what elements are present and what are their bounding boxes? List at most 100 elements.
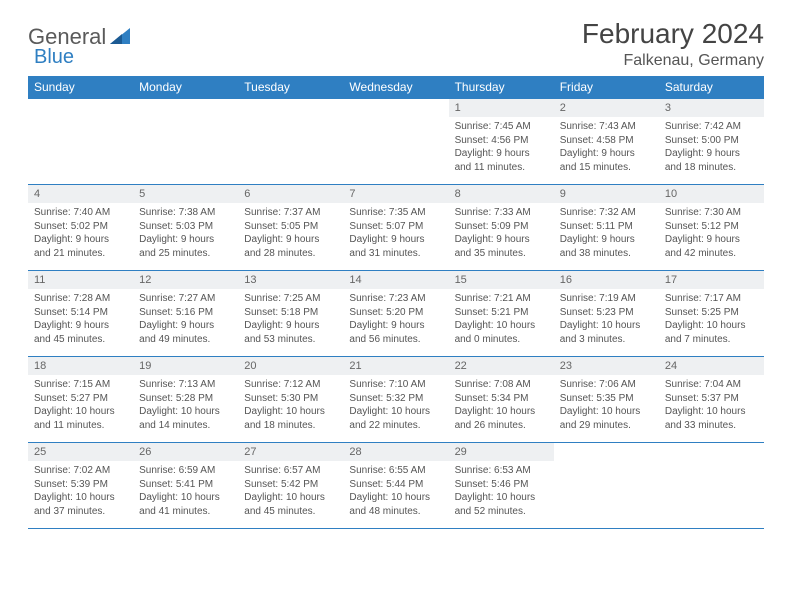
sunrise-line: Sunrise: 7:32 AM — [560, 206, 653, 220]
sunset-line: Sunset: 4:56 PM — [455, 134, 548, 148]
day-content: Sunrise: 7:27 AMSunset: 5:16 PMDaylight:… — [133, 289, 238, 350]
daylight-line-2: and 37 minutes. — [34, 505, 127, 519]
daylight-line-1: Daylight: 9 hours — [244, 233, 337, 247]
day-content: Sunrise: 7:37 AMSunset: 5:05 PMDaylight:… — [238, 203, 343, 264]
daylight-line-1: Daylight: 10 hours — [349, 491, 442, 505]
day-number: 5 — [133, 185, 238, 203]
daylight-line-2: and 18 minutes. — [665, 161, 758, 175]
sunset-line: Sunset: 5:07 PM — [349, 220, 442, 234]
daylight-line-2: and 18 minutes. — [244, 419, 337, 433]
day-number: 21 — [343, 357, 448, 375]
daylight-line-1: Daylight: 9 hours — [560, 147, 653, 161]
calendar-day-cell: 22Sunrise: 7:08 AMSunset: 5:34 PMDayligh… — [449, 357, 554, 443]
day-content: Sunrise: 7:15 AMSunset: 5:27 PMDaylight:… — [28, 375, 133, 436]
day-content: Sunrise: 7:40 AMSunset: 5:02 PMDaylight:… — [28, 203, 133, 264]
sunset-line: Sunset: 5:37 PM — [665, 392, 758, 406]
sunset-line: Sunset: 5:25 PM — [665, 306, 758, 320]
daylight-line-2: and 21 minutes. — [34, 247, 127, 261]
day-number: 16 — [554, 271, 659, 289]
calendar-day-cell: 3Sunrise: 7:42 AMSunset: 5:00 PMDaylight… — [659, 99, 764, 185]
sunset-line: Sunset: 5:00 PM — [665, 134, 758, 148]
sunset-line: Sunset: 5:41 PM — [139, 478, 232, 492]
calendar-day-cell: . — [343, 99, 448, 185]
day-content: Sunrise: 7:10 AMSunset: 5:32 PMDaylight:… — [343, 375, 448, 436]
daylight-line-1: Daylight: 9 hours — [560, 233, 653, 247]
sunrise-line: Sunrise: 7:38 AM — [139, 206, 232, 220]
day-number: 8 — [449, 185, 554, 203]
sunrise-line: Sunrise: 7:23 AM — [349, 292, 442, 306]
day-content: Sunrise: 7:42 AMSunset: 5:00 PMDaylight:… — [659, 117, 764, 178]
daylight-line-1: Daylight: 10 hours — [139, 491, 232, 505]
day-content: Sunrise: 6:59 AMSunset: 5:41 PMDaylight:… — [133, 461, 238, 522]
calendar-day-cell: 6Sunrise: 7:37 AMSunset: 5:05 PMDaylight… — [238, 185, 343, 271]
daylight-line-2: and 11 minutes. — [455, 161, 548, 175]
calendar-week-row: 25Sunrise: 7:02 AMSunset: 5:39 PMDayligh… — [28, 443, 764, 529]
sunset-line: Sunset: 5:30 PM — [244, 392, 337, 406]
calendar-week-row: ....1Sunrise: 7:45 AMSunset: 4:56 PMDayl… — [28, 99, 764, 185]
calendar-day-cell: 26Sunrise: 6:59 AMSunset: 5:41 PMDayligh… — [133, 443, 238, 529]
day-content: Sunrise: 7:17 AMSunset: 5:25 PMDaylight:… — [659, 289, 764, 350]
sunrise-line: Sunrise: 7:13 AM — [139, 378, 232, 392]
calendar-day-cell: . — [133, 99, 238, 185]
daylight-line-2: and 25 minutes. — [139, 247, 232, 261]
daylight-line-1: Daylight: 10 hours — [560, 405, 653, 419]
day-content: Sunrise: 7:06 AMSunset: 5:35 PMDaylight:… — [554, 375, 659, 436]
sunset-line: Sunset: 5:05 PM — [244, 220, 337, 234]
sunrise-line: Sunrise: 7:15 AM — [34, 378, 127, 392]
daylight-line-2: and 49 minutes. — [139, 333, 232, 347]
day-content: Sunrise: 7:32 AMSunset: 5:11 PMDaylight:… — [554, 203, 659, 264]
day-content: Sunrise: 7:23 AMSunset: 5:20 PMDaylight:… — [343, 289, 448, 350]
title-block: February 2024 Falkenau, Germany — [582, 18, 764, 70]
sunset-line: Sunset: 5:23 PM — [560, 306, 653, 320]
day-number: 10 — [659, 185, 764, 203]
daylight-line-2: and 31 minutes. — [349, 247, 442, 261]
weekday-header: Thursday — [449, 76, 554, 99]
daylight-line-1: Daylight: 10 hours — [349, 405, 442, 419]
sunset-line: Sunset: 5:39 PM — [34, 478, 127, 492]
day-number: 3 — [659, 99, 764, 117]
day-content: Sunrise: 7:13 AMSunset: 5:28 PMDaylight:… — [133, 375, 238, 436]
calendar-day-cell: 28Sunrise: 6:55 AMSunset: 5:44 PMDayligh… — [343, 443, 448, 529]
calendar-day-cell: . — [554, 443, 659, 529]
day-content: Sunrise: 7:35 AMSunset: 5:07 PMDaylight:… — [343, 203, 448, 264]
day-content: Sunrise: 7:04 AMSunset: 5:37 PMDaylight:… — [659, 375, 764, 436]
sunrise-line: Sunrise: 7:21 AM — [455, 292, 548, 306]
sunset-line: Sunset: 5:03 PM — [139, 220, 232, 234]
calendar-day-cell: 5Sunrise: 7:38 AMSunset: 5:03 PMDaylight… — [133, 185, 238, 271]
sunrise-line: Sunrise: 7:42 AM — [665, 120, 758, 134]
daylight-line-1: Daylight: 9 hours — [34, 233, 127, 247]
weekday-header: Saturday — [659, 76, 764, 99]
sunrise-line: Sunrise: 7:33 AM — [455, 206, 548, 220]
daylight-line-1: Daylight: 9 hours — [34, 319, 127, 333]
calendar-day-cell: . — [28, 99, 133, 185]
sunset-line: Sunset: 5:14 PM — [34, 306, 127, 320]
day-number: 11 — [28, 271, 133, 289]
sunset-line: Sunset: 5:32 PM — [349, 392, 442, 406]
weekday-header-row: Sunday Monday Tuesday Wednesday Thursday… — [28, 76, 764, 99]
sunrise-line: Sunrise: 7:43 AM — [560, 120, 653, 134]
daylight-line-2: and 53 minutes. — [244, 333, 337, 347]
calendar-day-cell: 23Sunrise: 7:06 AMSunset: 5:35 PMDayligh… — [554, 357, 659, 443]
day-number: 2 — [554, 99, 659, 117]
day-number: 25 — [28, 443, 133, 461]
calendar-day-cell: 9Sunrise: 7:32 AMSunset: 5:11 PMDaylight… — [554, 185, 659, 271]
daylight-line-1: Daylight: 10 hours — [665, 405, 758, 419]
day-content: Sunrise: 7:12 AMSunset: 5:30 PMDaylight:… — [238, 375, 343, 436]
calendar-day-cell: 14Sunrise: 7:23 AMSunset: 5:20 PMDayligh… — [343, 271, 448, 357]
day-content: Sunrise: 7:28 AMSunset: 5:14 PMDaylight:… — [28, 289, 133, 350]
sunrise-line: Sunrise: 7:27 AM — [139, 292, 232, 306]
daylight-line-2: and 3 minutes. — [560, 333, 653, 347]
day-number: 29 — [449, 443, 554, 461]
calendar-day-cell: 12Sunrise: 7:27 AMSunset: 5:16 PMDayligh… — [133, 271, 238, 357]
day-content: Sunrise: 7:02 AMSunset: 5:39 PMDaylight:… — [28, 461, 133, 522]
daylight-line-1: Daylight: 10 hours — [244, 405, 337, 419]
day-number: 27 — [238, 443, 343, 461]
calendar-day-cell: 27Sunrise: 6:57 AMSunset: 5:42 PMDayligh… — [238, 443, 343, 529]
calendar-day-cell: 4Sunrise: 7:40 AMSunset: 5:02 PMDaylight… — [28, 185, 133, 271]
weekday-header: Sunday — [28, 76, 133, 99]
daylight-line-2: and 38 minutes. — [560, 247, 653, 261]
sunrise-line: Sunrise: 7:06 AM — [560, 378, 653, 392]
daylight-line-2: and 45 minutes. — [34, 333, 127, 347]
day-number: 13 — [238, 271, 343, 289]
calendar-week-row: 4Sunrise: 7:40 AMSunset: 5:02 PMDaylight… — [28, 185, 764, 271]
